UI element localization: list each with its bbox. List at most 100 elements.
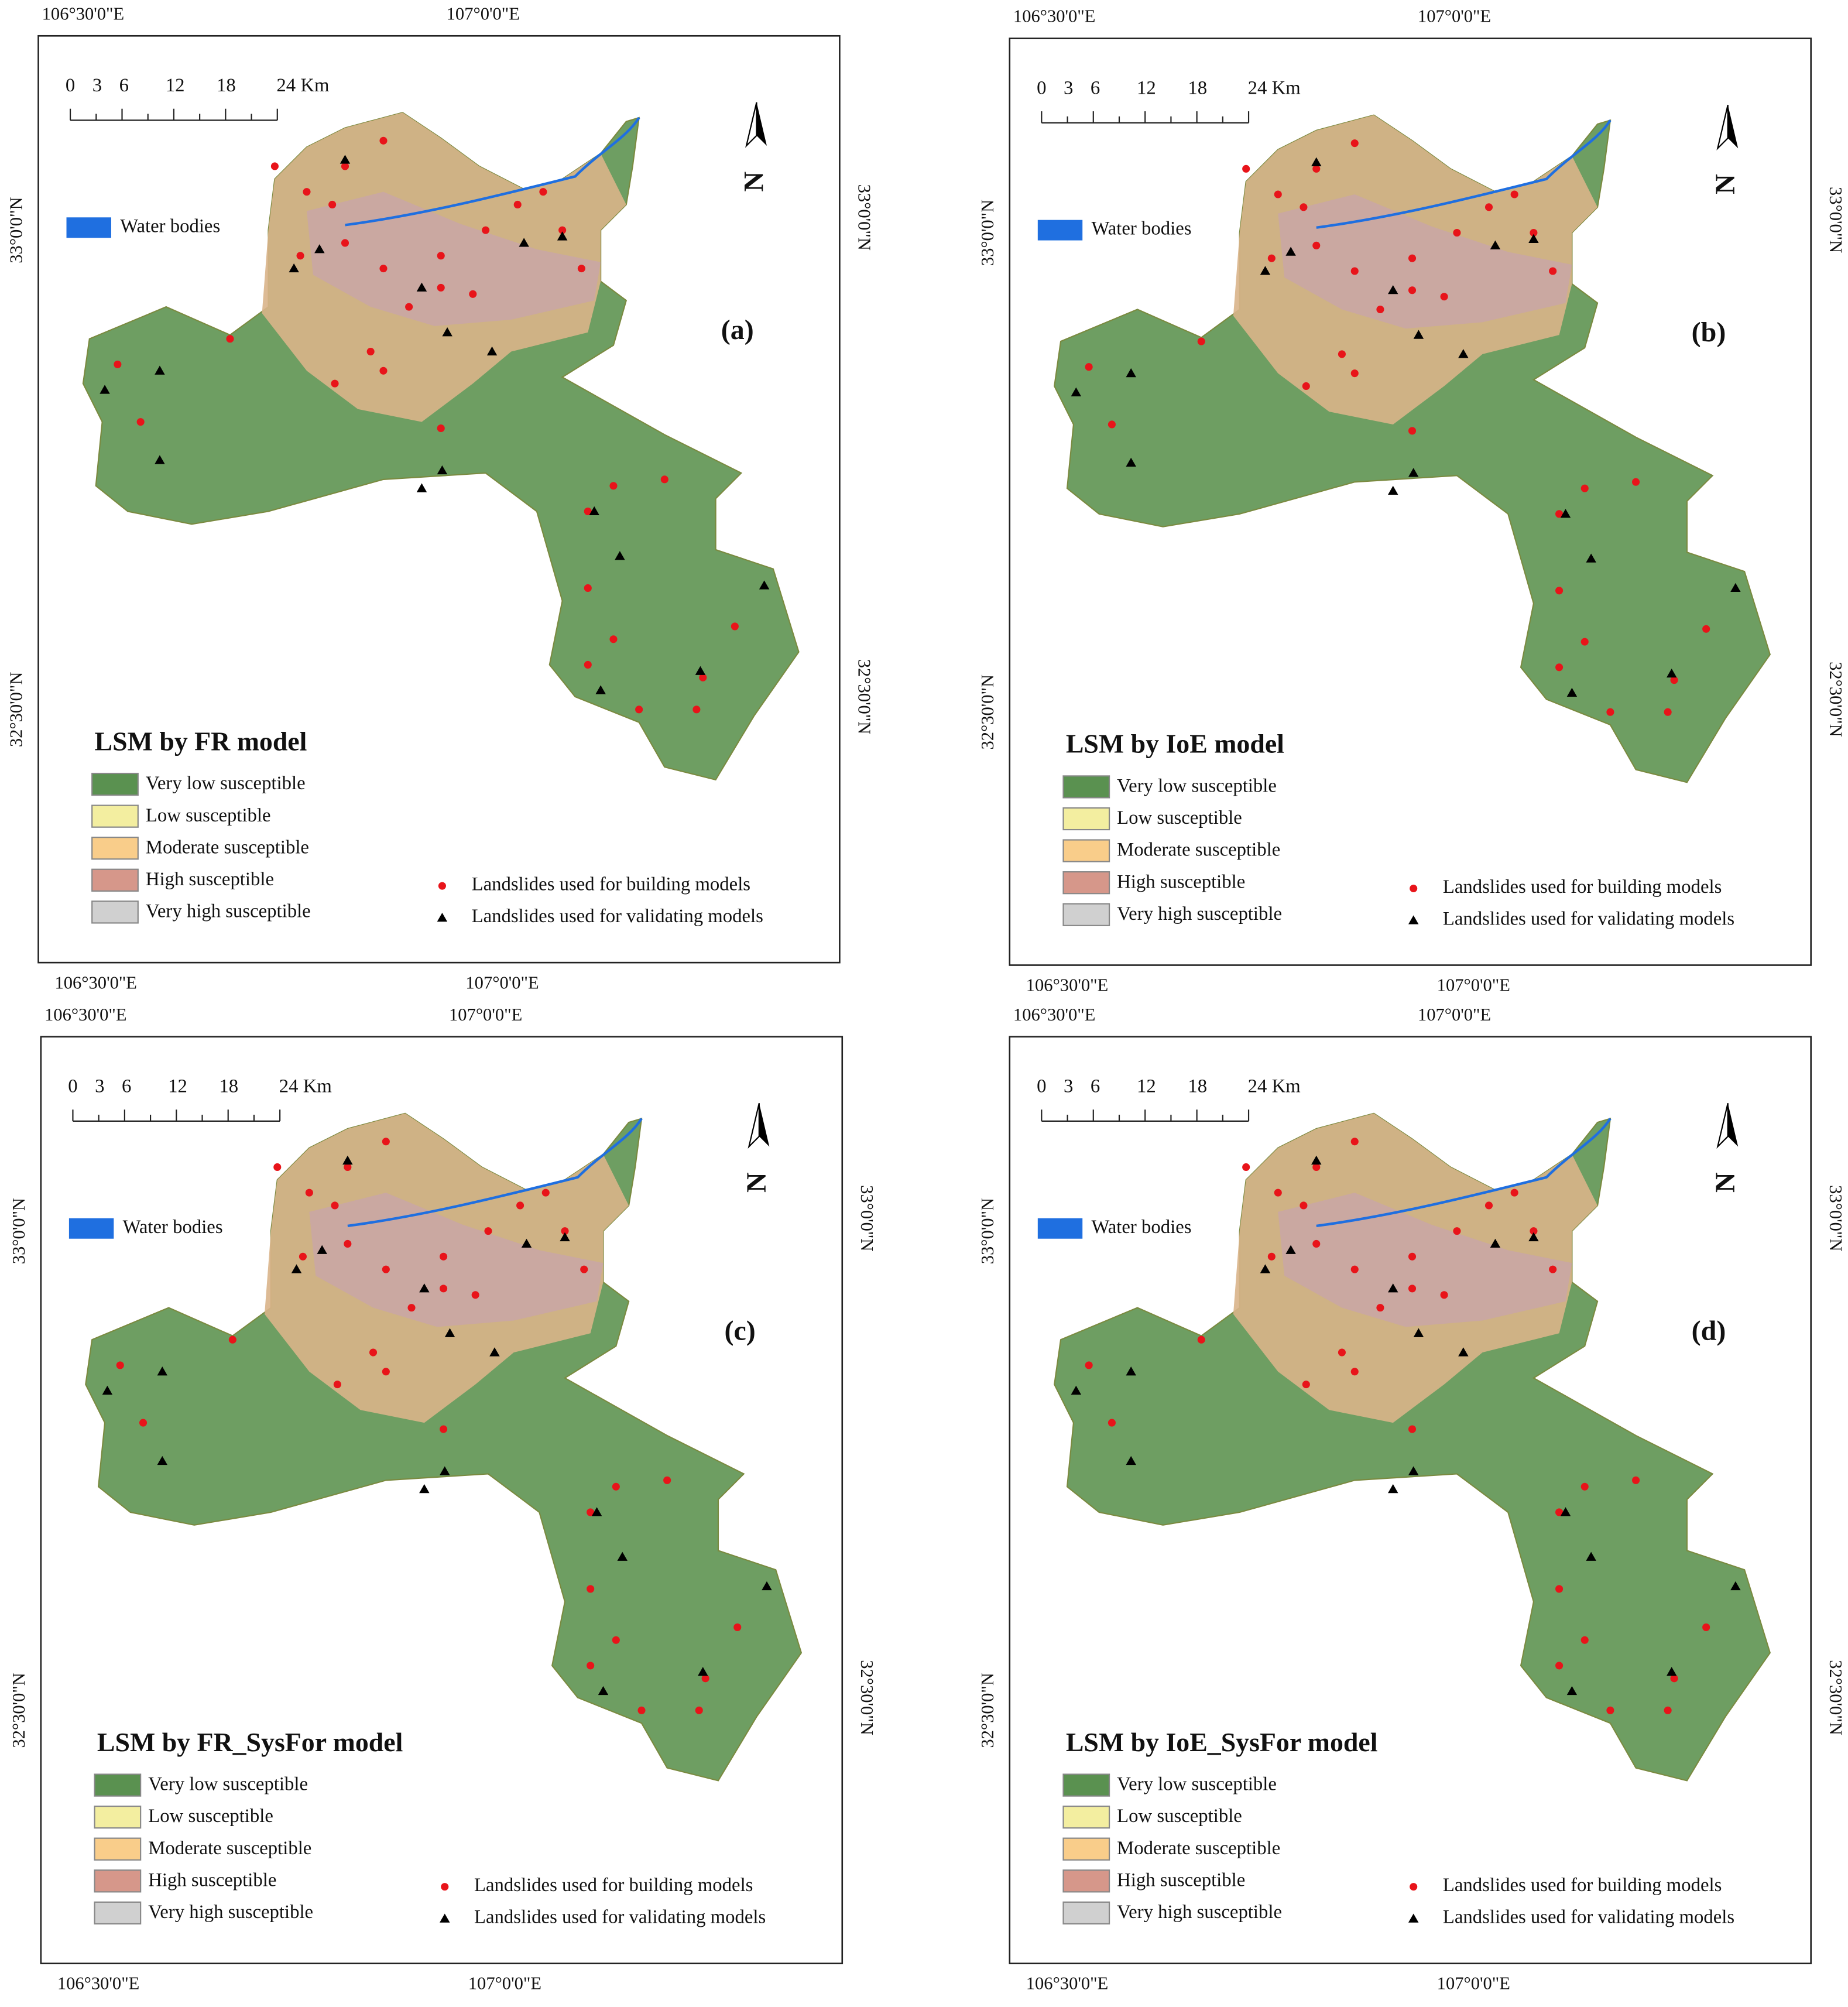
- legend-dot: [1410, 884, 1418, 893]
- landslide-building: [136, 418, 145, 426]
- landslide-building: [1580, 1482, 1589, 1491]
- lat-label-left: 33°0'0"N: [978, 1198, 997, 1264]
- landslide-validating: [1408, 1466, 1419, 1475]
- landslide-validating: [1458, 1347, 1469, 1357]
- landslide-building: [344, 1163, 352, 1172]
- landslide-validating: [489, 1347, 500, 1357]
- points-legend-label: Landslides used for building models: [472, 874, 750, 895]
- lon-label-top: 107°0'0"E: [449, 1005, 522, 1025]
- landslide-building: [139, 1419, 148, 1427]
- water-label: Water bodies: [1092, 218, 1192, 239]
- landslide-validating: [1285, 1245, 1296, 1254]
- landslide-building: [333, 1381, 341, 1389]
- landslide-validating: [317, 1245, 327, 1254]
- landslide-building: [1530, 228, 1538, 237]
- landslide-building: [1555, 663, 1564, 672]
- landslide-validating: [598, 1686, 609, 1696]
- landslide-building: [1555, 587, 1564, 595]
- legend-swatch: [1062, 839, 1110, 862]
- legend-dot: [441, 1883, 449, 1891]
- landslide-validating: [1311, 1155, 1322, 1165]
- legend-swatch: [94, 1901, 142, 1925]
- landslide-building: [114, 360, 122, 368]
- landslide-validating: [486, 346, 498, 356]
- landslide-validating: [440, 1466, 450, 1475]
- landslide-validating: [444, 1328, 455, 1337]
- lat-label-left: 32°30'0"N: [6, 672, 26, 748]
- landslide-building: [270, 162, 279, 170]
- water-swatch: [66, 217, 111, 238]
- landslide-validating: [1560, 509, 1571, 518]
- scale-label: 6: [119, 75, 129, 96]
- north-arrow-half: [1716, 104, 1729, 150]
- landslide-building: [382, 1368, 390, 1376]
- landslide-building: [1555, 1585, 1564, 1593]
- landslide-building: [584, 660, 592, 669]
- landslide-building: [1312, 1163, 1321, 1172]
- landslide-building: [587, 1585, 595, 1593]
- lat-label-left: 33°0'0"N: [978, 200, 997, 266]
- landslide-building: [1549, 1265, 1557, 1273]
- landslide-building: [471, 1291, 479, 1299]
- landslide-building: [1338, 350, 1346, 358]
- landslide-validating: [1126, 457, 1136, 467]
- lat-label-right: 32°30'0"N: [855, 659, 875, 735]
- legend-triangle: [1408, 1913, 1419, 1923]
- landslide-building: [1555, 1508, 1564, 1516]
- lat-label-left: 32°30'0"N: [978, 674, 997, 750]
- landslide-building: [541, 1189, 550, 1197]
- landslide-validating: [1311, 157, 1322, 166]
- landslide-validating: [1490, 240, 1501, 249]
- landslide-validating: [1126, 1455, 1136, 1465]
- landslide-building: [1350, 139, 1359, 148]
- legend-swatch: [1062, 1837, 1110, 1861]
- scale-label: 18: [1188, 1076, 1207, 1097]
- lat-label-left: 32°30'0"N: [978, 1673, 997, 1748]
- landslide-building: [299, 1252, 307, 1261]
- scale-label: 12: [166, 75, 185, 96]
- north-arrow-half: [748, 1103, 760, 1149]
- landslide-validating: [1666, 668, 1677, 678]
- landslide-validating: [1528, 234, 1539, 243]
- scale-label: 12: [168, 1076, 187, 1097]
- legend-swatch: [1062, 871, 1110, 895]
- landslide-building: [1549, 267, 1557, 275]
- landslide-building: [437, 424, 445, 433]
- panel-label: (a): [721, 314, 754, 345]
- points-legend-label: Landslides used for validating models: [1443, 909, 1734, 930]
- landslide-building: [731, 622, 739, 631]
- landslide-validating: [1490, 1238, 1501, 1248]
- landslide-validating: [419, 1484, 430, 1494]
- scale-label: 3: [92, 75, 102, 96]
- landslide-validating: [340, 155, 351, 164]
- landslide-building: [437, 283, 445, 292]
- north-arrow: [1727, 1103, 1739, 1147]
- landslide-building: [484, 1227, 492, 1235]
- landslide-building: [1510, 190, 1518, 198]
- lon-label-top: 107°0'0"E: [447, 4, 520, 23]
- landslide-building: [1108, 1419, 1116, 1427]
- landslide-building: [539, 188, 547, 196]
- landslide-validating: [762, 1581, 772, 1591]
- landslide-validating: [342, 1155, 353, 1165]
- landslide-building: [1085, 1361, 1093, 1369]
- legend-label: Very high susceptible: [146, 901, 311, 922]
- landslide-building: [1670, 1674, 1678, 1683]
- landslide-building: [1580, 1636, 1589, 1644]
- water-label: Water bodies: [1092, 1217, 1192, 1238]
- scale-label: 0: [66, 75, 75, 96]
- scale-label: 0: [1037, 1076, 1046, 1097]
- scale-label: 24 Km: [1248, 77, 1301, 98]
- region-high: [306, 191, 601, 326]
- landslide-building: [609, 482, 618, 490]
- landslide-building: [1702, 1623, 1710, 1631]
- legend-label: Moderate susceptible: [148, 1838, 311, 1859]
- lon-label-bottom: 107°0'0"E: [1437, 975, 1510, 995]
- legend-triangle: [437, 912, 448, 922]
- scale-label: 12: [1137, 1076, 1156, 1097]
- lon-label-top: 107°0'0"E: [1418, 6, 1491, 26]
- legend-swatch: [94, 1805, 142, 1829]
